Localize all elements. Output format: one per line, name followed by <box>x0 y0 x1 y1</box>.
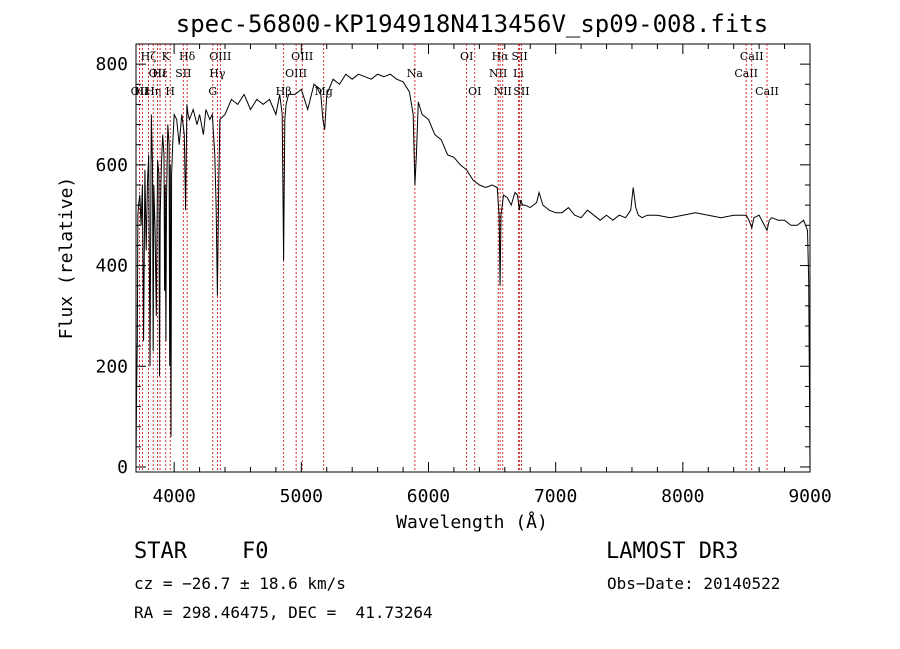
object-class: STAR <box>134 539 187 564</box>
line-marker-label: OIII <box>209 50 231 63</box>
y-tick-label: 0 <box>117 457 128 478</box>
x-tick-label: 4000 <box>152 486 195 507</box>
chart-title: spec-56800-KP194918N413456V_sp09-008.fit… <box>176 10 768 38</box>
x-tick-label: 8000 <box>661 486 704 507</box>
line-marker-label: CaII <box>734 67 758 80</box>
line-marker-label: CaII <box>755 85 779 98</box>
y-tick-label: 600 <box>95 155 128 176</box>
line-marker-label: SII <box>512 50 528 63</box>
line-marker-label: Hδ <box>179 50 196 63</box>
observation-date: Obs−Date: 20140522 <box>607 574 781 593</box>
line-marker-label: OII <box>149 67 167 80</box>
y-axis-label: Flux (relative) <box>56 177 77 340</box>
line-marker-label: H <box>165 85 175 98</box>
plot-frame <box>135 43 811 473</box>
x-tick-label: 9000 <box>788 486 831 507</box>
line-marker-label: Li <box>513 67 524 80</box>
line-marker-label: Na <box>407 67 424 80</box>
line-marker-label: Hη <box>145 85 161 98</box>
y-tick-label: 200 <box>95 356 128 377</box>
line-marker-label: OI <box>468 85 481 98</box>
line-marker-label: Hγ <box>209 67 226 80</box>
line-marker-label: OI <box>460 50 473 63</box>
line-marker-label: OIII <box>285 67 307 80</box>
line-marker-label: OIII <box>291 50 313 63</box>
coordinates-text: RA = 298.46475, DEC = 41.73264 <box>134 603 433 622</box>
x-tick-label: 5000 <box>280 486 323 507</box>
survey-name: LAMOST DR3 <box>606 539 739 564</box>
y-tick-label: 800 <box>95 54 128 75</box>
line-marker-label: K <box>162 50 171 63</box>
line-marker-label: CaII <box>740 50 764 63</box>
redshift-text: cz = −26.7 ± 18.6 km/s <box>134 574 346 593</box>
y-tick-label: 400 <box>95 256 128 277</box>
object-subclass: F0 <box>242 539 269 564</box>
line-marker-label: Hβ <box>276 85 292 98</box>
line-marker-label: Hζ <box>141 50 157 63</box>
line-marker-label: SII <box>513 85 529 98</box>
line-marker-label: SII <box>175 67 191 80</box>
line-marker-label: NII <box>494 85 512 98</box>
line-marker-label: Hε <box>135 85 151 98</box>
x-tick-label: 6000 <box>407 486 450 507</box>
line-marker-label: NII <box>489 67 507 80</box>
line-marker-label: Hα <box>492 50 510 63</box>
x-tick-label: 7000 <box>534 486 577 507</box>
flux-series-line <box>135 73 811 468</box>
line-marker-label: Hε <box>152 67 168 80</box>
x-axis-label: Wavelength (Å) <box>396 511 548 533</box>
line-marker-label: OII <box>131 85 149 98</box>
line-marker-label: G <box>208 85 217 98</box>
